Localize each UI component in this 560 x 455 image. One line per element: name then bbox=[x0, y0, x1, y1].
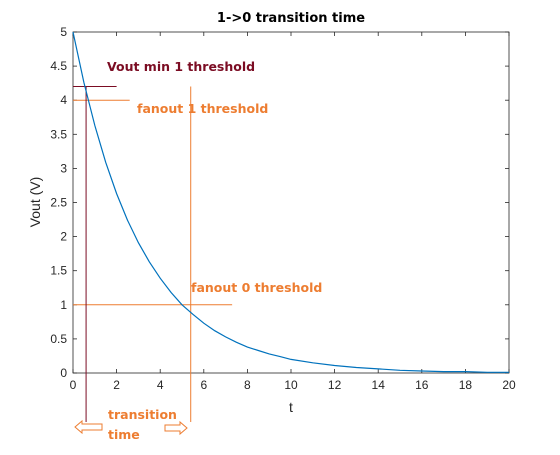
annotation-vout-min-1-threshold: Vout min 1 threshold bbox=[107, 59, 255, 74]
x-axis-ticks: 0 2 4 6 8 10 12 14 16 18 20 bbox=[70, 32, 516, 392]
y-tick-label: 0 bbox=[60, 366, 67, 380]
x-tick-label: 0 bbox=[70, 378, 77, 392]
x-tick-label: 14 bbox=[372, 378, 386, 392]
right-arrow-icon bbox=[164, 420, 188, 436]
series-line bbox=[72, 31, 509, 373]
chart-title: 1->0 transition time bbox=[217, 11, 365, 26]
x-tick-label: 20 bbox=[502, 378, 516, 392]
y-tick-label: 4 bbox=[60, 93, 67, 107]
x-tick-label: 18 bbox=[459, 378, 473, 392]
x-tick-label: 16 bbox=[415, 378, 429, 392]
y-tick-label: 1.5 bbox=[50, 264, 67, 278]
threshold-lines bbox=[73, 86, 233, 306]
x-tick-label: 2 bbox=[113, 378, 120, 392]
x-tick-label: 8 bbox=[244, 378, 251, 392]
y-axis-ticks: 0 0.5 1 1.5 2 2.5 3 3.5 4 4.5 5 bbox=[50, 25, 509, 380]
y-tick-label: 2.5 bbox=[50, 196, 67, 210]
x-tick-label: 10 bbox=[284, 378, 298, 392]
x-tick-label: 12 bbox=[328, 378, 342, 392]
y-tick-label: 4.5 bbox=[50, 59, 67, 73]
y-tick-label: 0.5 bbox=[50, 332, 67, 346]
y-tick-label: 5 bbox=[60, 25, 67, 39]
annotation-transition-label: transition bbox=[108, 407, 177, 422]
y-tick-label: 3.5 bbox=[50, 127, 67, 141]
y-axis-label: Vout (V) bbox=[27, 177, 43, 228]
annotation-fanout-1-threshold: fanout 1 threshold bbox=[137, 101, 268, 116]
annotation-time-label: time bbox=[108, 427, 140, 442]
y-tick-label: 2 bbox=[60, 230, 67, 244]
vertical-markers bbox=[85, 86, 192, 422]
plot-area bbox=[72, 31, 510, 374]
x-axis-label: t bbox=[289, 399, 293, 415]
y-tick-label: 3 bbox=[60, 161, 67, 175]
left-arrow-icon bbox=[74, 419, 103, 435]
x-tick-label: 6 bbox=[200, 378, 207, 392]
x-tick-label: 4 bbox=[157, 378, 164, 392]
annotation-fanout-0-threshold: fanout 0 threshold bbox=[191, 280, 322, 295]
y-tick-label: 1 bbox=[60, 298, 67, 312]
